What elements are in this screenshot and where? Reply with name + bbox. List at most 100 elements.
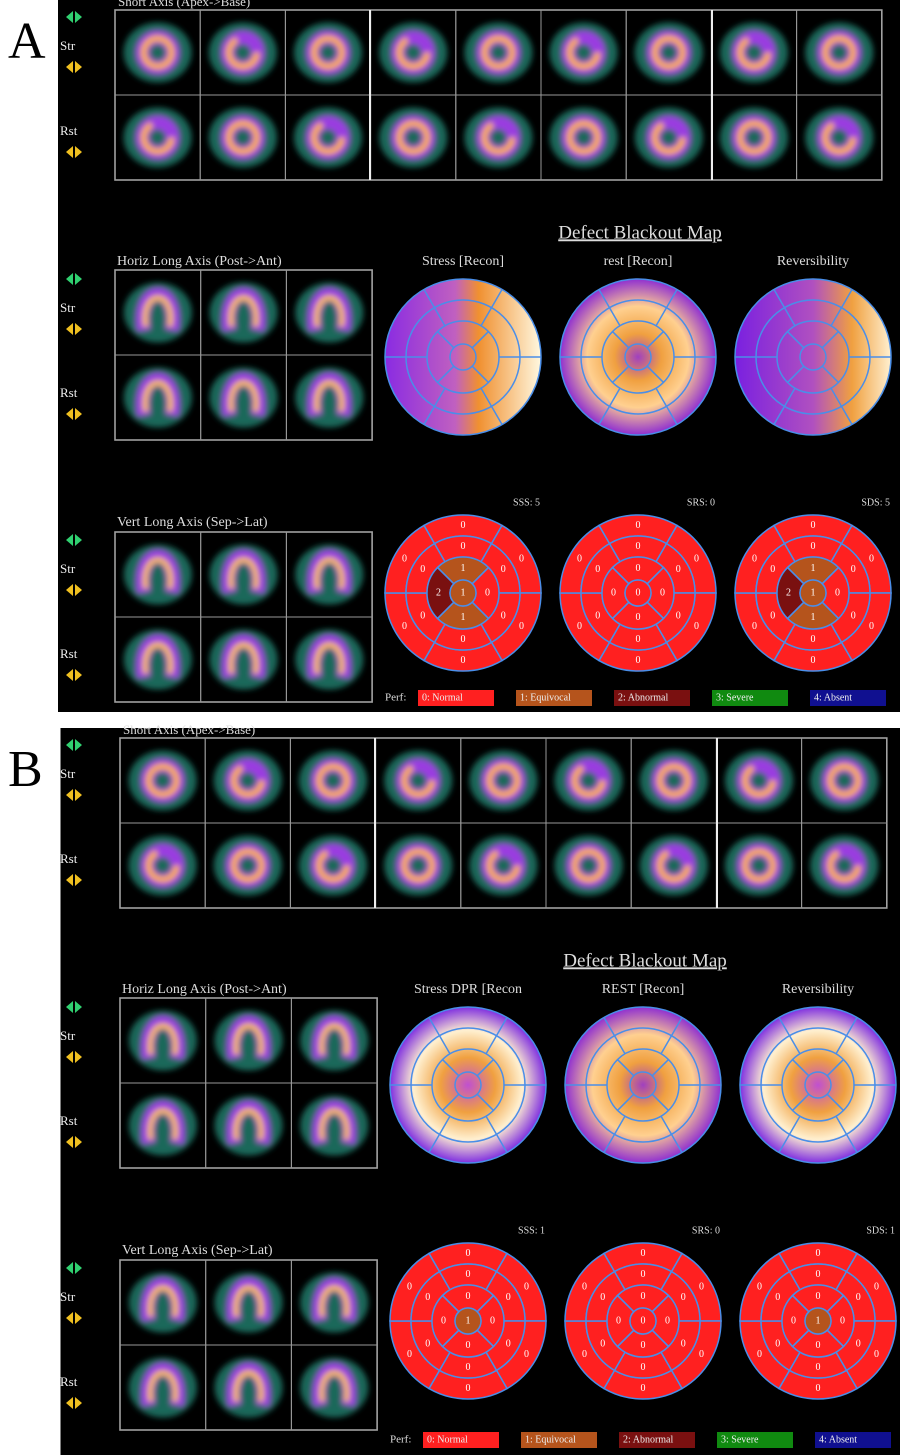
segment-score: 0 xyxy=(420,564,425,575)
segment-score: 0 xyxy=(611,587,616,598)
scan-image xyxy=(124,630,192,690)
scan-image xyxy=(725,836,793,896)
segment-score: 0 xyxy=(407,1349,412,1360)
segment-score: 0 xyxy=(485,587,490,598)
scan-image xyxy=(720,23,788,83)
segment-score: 0 xyxy=(775,1292,780,1303)
segment-score: 0 xyxy=(461,541,466,552)
scan-image xyxy=(300,1273,368,1333)
segment-score: 0 xyxy=(641,1269,646,1280)
polar-title: Stress [Recon] xyxy=(422,254,504,269)
segment-score: 0 xyxy=(816,1269,821,1280)
segment-score: 1 xyxy=(811,563,816,574)
segment-score: 0 xyxy=(461,520,466,531)
segment-score: 0 xyxy=(524,1349,529,1360)
segment-score: 0 xyxy=(816,1340,821,1351)
map-title: Defect Blackout Map xyxy=(558,222,722,243)
legend-entry: 3: Severe xyxy=(716,692,754,703)
section-title: Short Axis (Apex->Base) xyxy=(118,0,250,9)
scan-image xyxy=(295,630,363,690)
segment-score: 0 xyxy=(501,611,506,622)
legend-entry: 1: Equivocal xyxy=(520,692,571,703)
scan-image xyxy=(124,108,192,168)
score-label: SRS: 0 xyxy=(692,1225,720,1236)
segment-score: 0 xyxy=(775,1339,780,1350)
scan-image xyxy=(640,836,708,896)
scan-image xyxy=(550,108,618,168)
segment-score: 0 xyxy=(636,520,641,531)
segment-score: 2 xyxy=(786,587,791,598)
scan-image xyxy=(210,368,278,428)
segment-score: 0 xyxy=(856,1339,861,1350)
polar-title: REST [Recon] xyxy=(602,982,685,997)
scan-image xyxy=(464,23,532,83)
scan-image xyxy=(209,108,277,168)
segment-score: 0 xyxy=(856,1292,861,1303)
scan-image xyxy=(215,1096,283,1156)
score-label: SRS: 0 xyxy=(687,497,715,508)
scan-image xyxy=(300,1358,368,1418)
segment-score: 0 xyxy=(811,634,816,645)
scan-image xyxy=(210,283,278,343)
scan-image xyxy=(555,751,623,811)
panel-label: B xyxy=(8,741,43,798)
scan-image xyxy=(295,545,363,605)
row-label: Rst xyxy=(60,1113,78,1128)
segment-score: 0 xyxy=(869,621,874,632)
scan-image xyxy=(550,23,618,83)
score-label: SSS: 5 xyxy=(513,497,540,508)
segment-score: 0 xyxy=(770,564,775,575)
segment-score: 0 xyxy=(420,611,425,622)
segment-score: 0 xyxy=(676,611,681,622)
legend-entry: 4: Absent xyxy=(814,692,852,703)
segment-score: 0 xyxy=(851,564,856,575)
segment-score: 0 xyxy=(466,1248,471,1259)
segment-score: 0 xyxy=(636,541,641,552)
scan-image xyxy=(124,545,192,605)
scan-image xyxy=(209,23,277,83)
scan-image xyxy=(129,1096,197,1156)
scan-image xyxy=(379,23,447,83)
legend-label: Perf: xyxy=(390,1434,411,1446)
legend-entry: 0: Normal xyxy=(422,692,463,703)
scan-image xyxy=(295,368,363,428)
scan-image xyxy=(129,1358,197,1418)
scan-image xyxy=(129,1011,197,1071)
segment-score: 0 xyxy=(425,1339,430,1350)
scan-image xyxy=(720,108,788,168)
legend-entry: 4: Absent xyxy=(819,1434,857,1445)
segment-score: 0 xyxy=(466,1291,471,1302)
row-label: Str xyxy=(60,561,76,576)
segment-score: 0 xyxy=(851,611,856,622)
scan-image xyxy=(124,368,192,428)
scan-image xyxy=(129,1273,197,1333)
row-label: Str xyxy=(60,300,76,315)
segment-score: 0 xyxy=(600,1292,605,1303)
segment-score: 0 xyxy=(752,621,757,632)
segment-score: 0 xyxy=(466,1362,471,1373)
row-label: Str xyxy=(60,1028,76,1043)
score-label: SSS: 1 xyxy=(518,1225,545,1236)
segment-score: 0 xyxy=(441,1315,446,1326)
polar-title: Stress DPR [Recon xyxy=(414,982,522,997)
segment-score: 2 xyxy=(436,587,441,598)
scan-image xyxy=(214,836,282,896)
segment-score: 0 xyxy=(636,634,641,645)
scan-image xyxy=(299,751,367,811)
polar-title: rest [Recon] xyxy=(604,254,673,269)
map-title: Defect Blackout Map xyxy=(563,950,727,971)
scan-image xyxy=(640,751,708,811)
scan-image xyxy=(810,751,878,811)
scan-image xyxy=(124,23,192,83)
segment-score: 0 xyxy=(595,611,600,622)
segment-score: 0 xyxy=(874,1349,879,1360)
segment-score: 0 xyxy=(770,611,775,622)
section-title: Horiz Long Axis (Post->Ant) xyxy=(117,254,282,269)
scan-image xyxy=(215,1011,283,1071)
segment-score: 0 xyxy=(816,1291,821,1302)
polar-title: Reversibility xyxy=(777,254,849,269)
segment-score: 0 xyxy=(816,1383,821,1394)
scan-image xyxy=(129,836,197,896)
scan-image xyxy=(215,1273,283,1333)
segment-score: 0 xyxy=(757,1349,762,1360)
